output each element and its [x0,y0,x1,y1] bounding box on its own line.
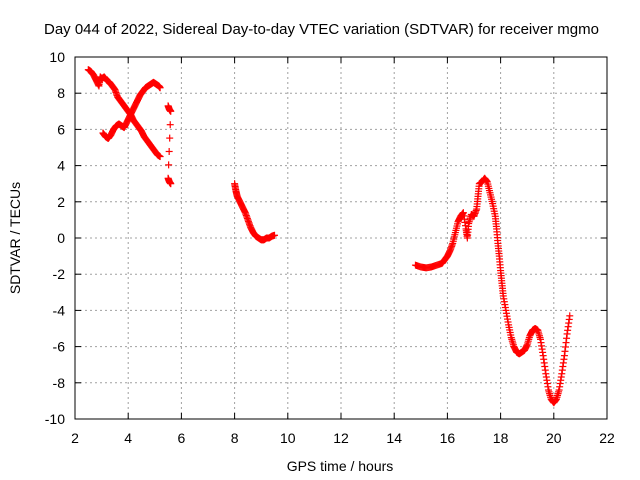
x-tick-label: 2 [71,430,79,446]
data-points [84,66,574,407]
y-tick-label: -10 [45,411,65,427]
data-point [165,161,173,169]
x-tick-label: 14 [386,430,402,446]
y-tick-label: 8 [57,85,65,101]
data-point [156,84,164,92]
x-axis-label: GPS time / hours [287,458,394,474]
y-tick-label: 2 [57,194,65,210]
data-point [166,134,174,142]
data-point [167,180,175,188]
y-tick-label: 10 [49,49,65,65]
y-tick-label: 0 [57,230,65,246]
y-tick-label: -8 [53,375,66,391]
x-tick-label: 16 [440,430,456,446]
data-point [167,107,175,115]
x-tick-label: 6 [178,430,186,446]
y-tick-label: 6 [57,121,65,137]
x-tick-label: 18 [493,430,509,446]
data-point [156,153,164,161]
y-axis-label: SDTVAR / TECUs [7,182,23,294]
x-tick-label: 10 [280,430,296,446]
y-tick-label: -6 [53,339,66,355]
data-point [271,231,278,239]
data-point [166,121,174,129]
x-tick-label: 8 [231,430,239,446]
x-tick-label: 20 [546,430,562,446]
x-tick-label: 4 [124,430,132,446]
y-tick-label: -2 [53,266,66,282]
x-tick-label: 12 [333,430,349,446]
y-tick-label: 4 [57,158,65,174]
y-tick-label: -4 [53,302,66,318]
chart-title: Day 044 of 2022, Sidereal Day-to-day VTE… [44,21,599,38]
data-point [165,147,173,155]
grid [75,57,607,419]
data-point [566,312,574,320]
x-tick-label: 22 [599,430,615,446]
